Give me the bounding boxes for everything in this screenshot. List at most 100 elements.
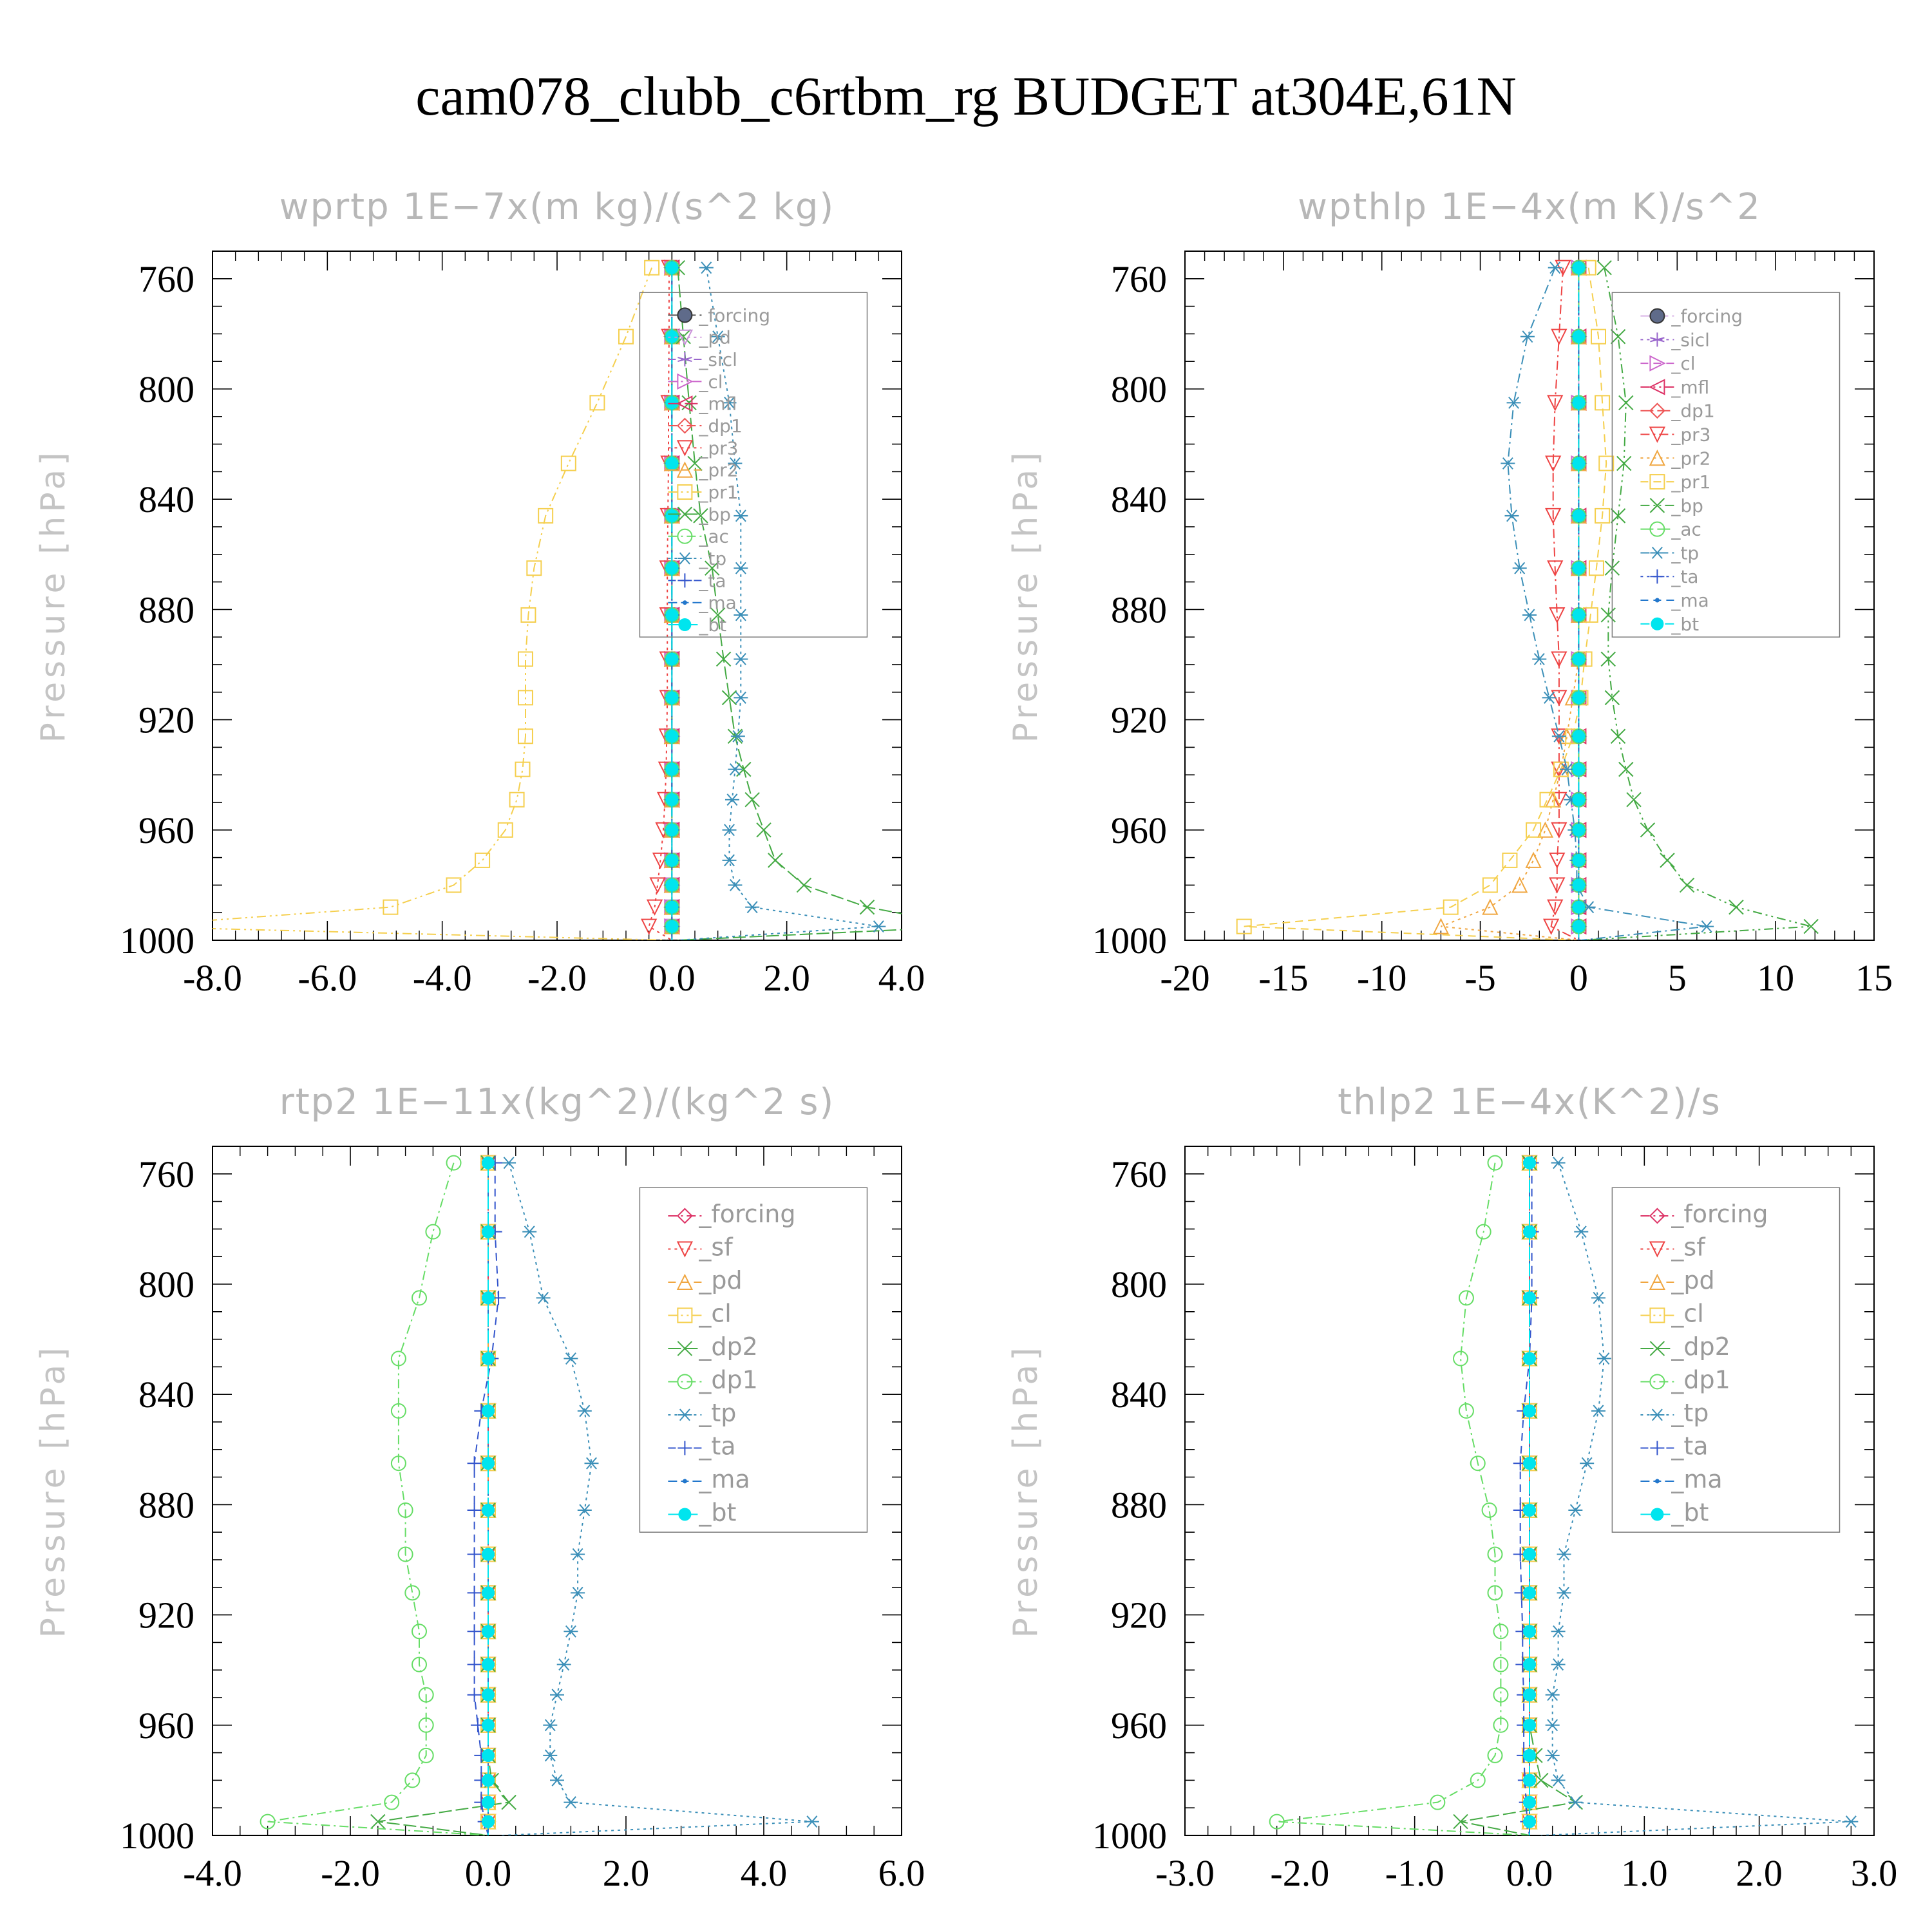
data-point-pr1 xyxy=(1502,852,1518,868)
data-point-bt xyxy=(1572,261,1586,274)
data-point-tp xyxy=(1545,1689,1560,1701)
legend-label-sf: _sf xyxy=(698,1233,734,1261)
legend-label-pr3: _pr3 xyxy=(698,437,738,459)
data-point-tp xyxy=(1591,1291,1605,1304)
legend-marker-ma xyxy=(682,600,687,605)
plot-frame xyxy=(212,251,902,941)
series-group xyxy=(1269,1154,1859,1835)
data-point-bt xyxy=(482,1625,495,1638)
data-point-dp1 xyxy=(404,1585,421,1601)
data-point-pr3 xyxy=(641,918,658,935)
legend-marker-dp2 xyxy=(1649,1341,1665,1356)
data-point-pr1 xyxy=(1443,899,1459,915)
data-point-dp1 xyxy=(1269,1814,1285,1830)
data-point-ta xyxy=(467,1547,482,1562)
data-point-bt xyxy=(1572,920,1586,933)
data-point-dp1 xyxy=(1487,1585,1503,1601)
data-point-dp1 xyxy=(1470,1772,1486,1788)
legend-label-cl: _cl xyxy=(1671,1299,1703,1327)
legend-label-bt: _bt xyxy=(698,1498,736,1526)
legend-marker-dp1 xyxy=(677,1374,693,1390)
legend-marker-bt xyxy=(1651,617,1664,630)
data-point-tp xyxy=(804,1815,819,1828)
x-tick-label: -2.0 xyxy=(321,1852,380,1894)
y-tick-label: 920 xyxy=(1111,699,1167,741)
data-point-pr3 xyxy=(1551,822,1567,839)
data-point-dp1 xyxy=(1430,1794,1446,1810)
y-tick-label: 880 xyxy=(1111,589,1167,630)
legend-marker-forcing xyxy=(676,1208,693,1224)
y-tick-label: 920 xyxy=(1111,1595,1167,1636)
data-point-bt xyxy=(1572,900,1586,914)
data-point-tp xyxy=(734,509,748,522)
data-point-bt xyxy=(1572,691,1586,705)
data-point-pr1 xyxy=(1236,918,1252,934)
data-point-bp xyxy=(1610,328,1626,345)
data-point-bp xyxy=(715,651,732,667)
data-point-bt xyxy=(1523,1815,1536,1828)
data-point-bt xyxy=(665,823,679,837)
data-point-bt xyxy=(665,920,679,933)
data-point-tp xyxy=(699,261,714,274)
data-point-bp xyxy=(744,792,760,808)
data-point-tp xyxy=(1551,730,1566,743)
data-point-dp2 xyxy=(1453,1814,1468,1830)
legend-marker-ta xyxy=(677,1441,692,1455)
series-line-dp2 xyxy=(377,1162,510,1835)
legend-label-dp1: _dp1 xyxy=(698,1365,757,1394)
legend-marker-tp xyxy=(677,552,692,565)
data-point-tp xyxy=(1557,1548,1571,1560)
data-point-pr3 xyxy=(1551,328,1567,345)
data-point-bt xyxy=(482,1457,495,1470)
x-tick-label: -6.0 xyxy=(298,957,357,999)
legend-label-bp: _bp xyxy=(698,504,731,525)
data-point-pr1 xyxy=(644,260,660,276)
y-tick-label: 800 xyxy=(138,368,194,410)
series-line-bp xyxy=(677,267,902,940)
data-point-dp1 xyxy=(1475,1224,1492,1240)
data-point-bt xyxy=(1523,1225,1536,1238)
data-point-bt xyxy=(665,691,679,705)
figure-title: cam078_clubb_c6rtbm_rg BUDGET at304E,61N xyxy=(415,65,1516,127)
data-point-pr1 xyxy=(1539,791,1555,808)
y-tick-label: 760 xyxy=(138,258,194,300)
legend-box xyxy=(1611,292,1841,638)
data-point-ta xyxy=(467,1687,482,1702)
y-tick-label: 840 xyxy=(138,478,194,520)
data-point-pr3 xyxy=(652,852,669,869)
legend-label-pd: _pd xyxy=(698,327,731,348)
legend-marker-ta xyxy=(677,573,692,588)
data-point-tp xyxy=(571,1586,585,1599)
data-point-bt xyxy=(1523,1586,1536,1600)
data-point-ta xyxy=(467,1502,482,1517)
x-tick-label: -3.0 xyxy=(1155,1852,1215,1894)
series-group xyxy=(1236,259,1819,940)
data-point-pr3 xyxy=(1551,791,1567,808)
data-point-tp xyxy=(564,1352,578,1365)
x-tick-label: -1.0 xyxy=(1385,1852,1444,1894)
data-point-bt xyxy=(1523,1156,1536,1170)
data-point-bp xyxy=(1618,761,1634,777)
legend-label-forcing: _forcing xyxy=(1671,306,1743,327)
y-axis-label: Pressure [hPa] xyxy=(34,449,73,743)
data-point-dp1 xyxy=(1487,1155,1503,1171)
data-point-tp xyxy=(1560,763,1575,776)
data-point-bp xyxy=(1679,877,1695,893)
data-point-pr1 xyxy=(517,728,533,744)
data-point-dp1 xyxy=(404,1772,421,1788)
legend-label-forcing: _forcing xyxy=(698,305,770,326)
data-point-pr3 xyxy=(1549,607,1566,624)
data-point-dp1 xyxy=(397,1502,413,1518)
data-point-dp1 xyxy=(1493,1624,1509,1640)
data-point-tp xyxy=(1551,1658,1566,1671)
data-point-tp xyxy=(522,1226,537,1238)
data-point-bt xyxy=(482,1815,495,1828)
data-point-dp1 xyxy=(412,1290,427,1306)
data-point-bt xyxy=(482,1548,495,1561)
data-point-pr1 xyxy=(515,761,531,777)
data-point-bp xyxy=(1610,508,1626,524)
data-point-pr1 xyxy=(517,690,533,706)
y-axis-label: Pressure [hPa] xyxy=(34,1344,73,1638)
data-point-tp xyxy=(734,652,748,665)
data-point-ta xyxy=(467,1657,482,1672)
